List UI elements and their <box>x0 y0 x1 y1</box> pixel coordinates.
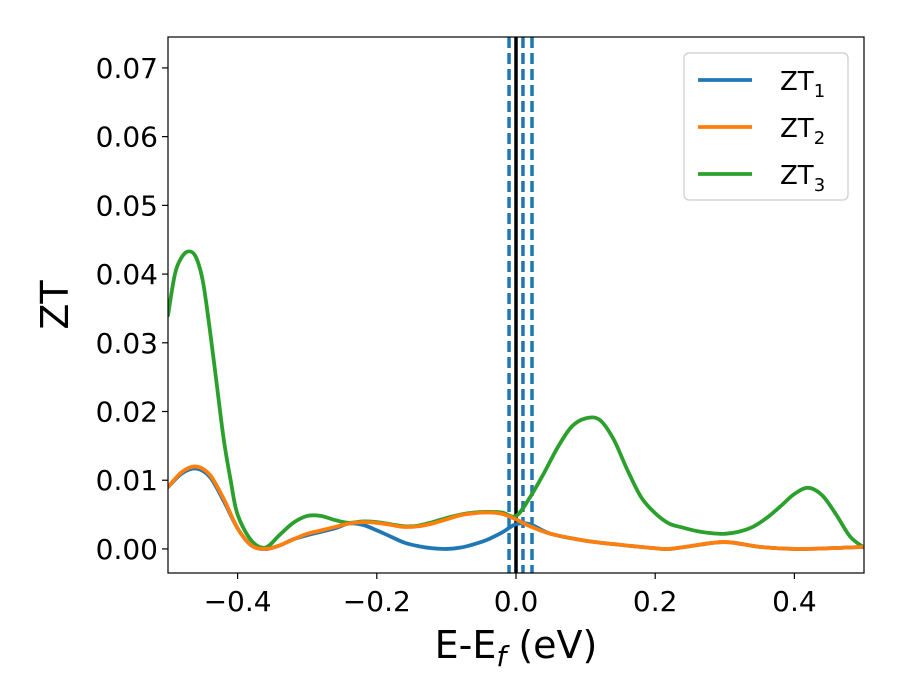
legend-label-zt3: ZT3 <box>780 161 825 196</box>
y-tick-label: 0.03 <box>96 327 158 360</box>
x-axis: −0.4 −0.2 0.0 0.2 0.4 <box>204 573 817 618</box>
x-axis-label: E-Ef (eV) <box>435 623 598 673</box>
y-tick-label: 0.04 <box>96 258 158 291</box>
series-line-zt2 <box>168 464 864 551</box>
y-axis-label: ZT <box>33 280 77 330</box>
y-tick-label: 0.07 <box>96 52 158 85</box>
y-tick-label: 0.02 <box>96 396 158 429</box>
y-axis: 0.00 0.01 0.02 0.03 0.04 0.05 0.06 0.07 <box>96 52 168 566</box>
legend-label-zt2: ZT2 <box>780 114 825 149</box>
x-tick-label: 0.0 <box>494 585 539 618</box>
y-tick-label: 0.00 <box>96 533 158 566</box>
series-group <box>168 37 864 573</box>
x-axis-label-unit: (eV) <box>506 623 597 667</box>
plot-area <box>167 36 865 574</box>
x-tick-label: 0.2 <box>633 585 678 618</box>
x-tick-label: −0.2 <box>343 585 411 618</box>
y-tick-label: 0.06 <box>96 121 158 154</box>
x-axis-label-main: E-E <box>435 623 497 667</box>
y-tick-label: 0.05 <box>96 189 158 222</box>
x-tick-label: 0.4 <box>772 585 817 618</box>
legend: ZT1 ZT2 ZT3 <box>683 52 849 201</box>
y-tick-label: 0.01 <box>96 464 158 497</box>
legend-box <box>683 52 849 201</box>
x-tick-label: −0.4 <box>204 585 272 618</box>
legend-label-zt1: ZT1 <box>780 67 825 102</box>
